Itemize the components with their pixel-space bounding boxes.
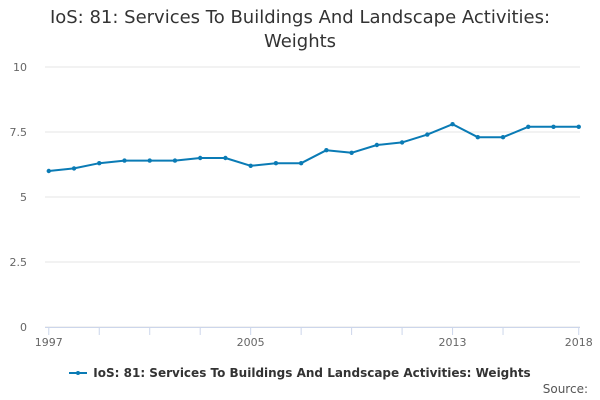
data-point: [475, 135, 480, 140]
data-point: [450, 122, 455, 127]
legend-line-icon: [69, 368, 88, 378]
data-point: [248, 163, 253, 168]
data-point: [172, 158, 178, 163]
x-tick-label: 2013: [439, 336, 467, 349]
legend-label[interactable]: IoS: 81: Services To Buildings And Lands…: [93, 366, 531, 380]
credits[interactable]: Source:: [542, 382, 588, 396]
data-point: [576, 124, 581, 129]
y-tick-label: 0: [20, 321, 27, 334]
data-point: [399, 140, 405, 145]
data-point: [298, 161, 304, 166]
data-point: [198, 155, 203, 161]
grid-lines: [45, 66, 580, 328]
data-point: [273, 161, 279, 166]
legend[interactable]: IoS: 81: Services To Buildings And Lands…: [0, 366, 600, 380]
data-point: [122, 158, 127, 163]
data-point: [97, 161, 102, 166]
data-point: [324, 148, 329, 153]
data-point: [223, 155, 228, 161]
y-axis: 0 2.5 5 7.5 10: [10, 61, 28, 334]
y-tick-label: 10: [13, 61, 27, 74]
x-tick-label: 2018: [565, 336, 593, 349]
y-tick-label: 5: [20, 191, 27, 204]
data-point: [500, 135, 506, 140]
data-point: [349, 150, 354, 155]
chart-title: IoS: 81: Services To Buildings And Lands…: [49, 7, 551, 52]
y-tick-label: 7.5: [10, 126, 28, 139]
series-line: [47, 123, 580, 172]
data-point: [147, 158, 152, 163]
x-tick-label: 2005: [237, 336, 265, 349]
x-axis: 1997 2005 2013 2018: [35, 327, 593, 349]
data-point: [374, 142, 380, 148]
data-point: [526, 124, 531, 129]
data-point: [71, 166, 77, 171]
data-point: [551, 124, 556, 129]
y-tick-label: 2.5: [10, 256, 28, 269]
series-group: [46, 122, 581, 174]
data-point: [46, 168, 51, 174]
data-point: [425, 132, 430, 137]
x-tick-label: 1997: [35, 336, 63, 349]
